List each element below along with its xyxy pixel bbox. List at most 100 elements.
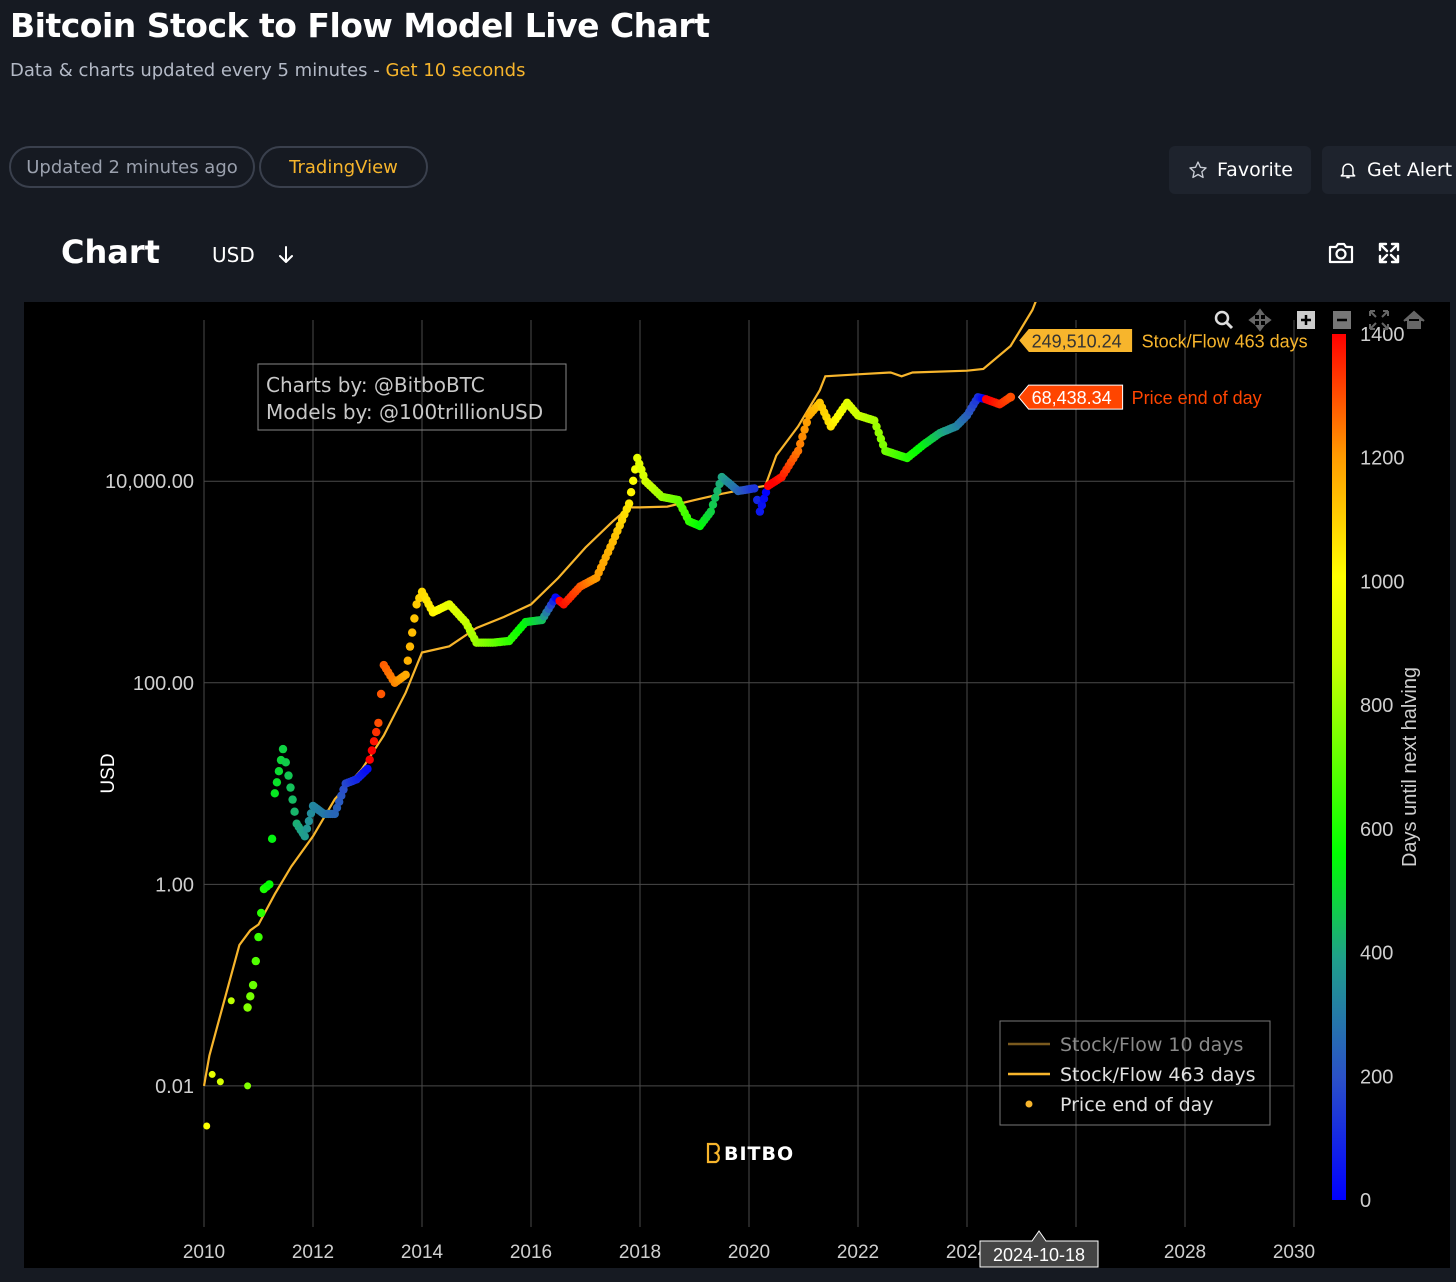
tradingview-button[interactable]: TradingView: [259, 146, 428, 188]
zoom-icon[interactable]: [1214, 310, 1234, 330]
price-marker: [365, 755, 374, 764]
favorite-label: Favorite: [1217, 159, 1293, 181]
stock-to-flow-chart[interactable]: 2010201220142016201820202022202420262028…: [24, 302, 1450, 1268]
annotations: Charts by: @BitboBTC Models by: @100trill…: [257, 327, 1308, 1268]
zoom-out-icon[interactable]: [1333, 311, 1351, 329]
price-marker: [374, 718, 383, 728]
get-alert-button[interactable]: Get Alert: [1322, 146, 1456, 194]
credits-border: [257, 363, 567, 431]
price-marker: [412, 600, 421, 609]
colorbar-tick-label: 400: [1360, 943, 1393, 965]
price-marker: [624, 499, 634, 508]
price-marker: [713, 486, 722, 496]
price-marker: [759, 494, 769, 503]
price-marker: [208, 1070, 216, 1078]
legend-label: Price end of day: [1060, 1094, 1214, 1116]
price-marker: [302, 824, 312, 833]
colorbar-tick-label: 1000: [1360, 571, 1405, 593]
currency-value: USD: [212, 243, 255, 267]
price-marker: [278, 744, 288, 754]
price-marker: [272, 778, 282, 787]
chart-heading: Chart: [61, 233, 160, 271]
colorbar-tick-label: 200: [1360, 1066, 1393, 1088]
price-marker: [800, 425, 809, 434]
fullscreen-icon[interactable]: [1376, 240, 1402, 266]
price-marker: [761, 488, 771, 497]
price-series: [203, 392, 1016, 1130]
price-marker: [802, 418, 811, 427]
price-marker: [796, 439, 805, 448]
pan-arrows: [1248, 308, 1272, 332]
price-hover-value: 68,438.34: [1032, 388, 1112, 408]
x-tick-label: 2030: [1273, 1242, 1315, 1263]
x-tick-label: 2028: [1164, 1242, 1206, 1263]
price-marker: [401, 670, 410, 679]
price-marker: [251, 956, 260, 966]
price-marker: [270, 789, 279, 798]
colorbar-title: Days until next halving: [1399, 667, 1421, 867]
colorbar-tick-label: 0: [1360, 1190, 1371, 1212]
bitbo-logo-icon: [706, 1142, 720, 1164]
price-marker: [243, 1003, 252, 1012]
bitbo-logo: BITBO: [706, 1142, 793, 1165]
price-marker: [711, 493, 720, 502]
x-tick-label: 2020: [728, 1242, 770, 1263]
price-marker: [257, 908, 266, 918]
autoscale-icon[interactable]: [1369, 310, 1389, 330]
plot-modebar[interactable]: [1214, 308, 1425, 332]
price-marker: [286, 783, 295, 792]
grid-lines: [203, 320, 1295, 1227]
y-tick-label: 1.00: [155, 874, 194, 896]
x-tick-label: 2014: [401, 1242, 444, 1263]
y-tick-label: 10,000.00: [105, 471, 194, 493]
y-tick-label: 0.01: [155, 1076, 194, 1098]
price-marker: [706, 507, 715, 516]
colorbar-gradient: [1332, 334, 1346, 1200]
chart-plot-area[interactable]: 2010201220142016201820202022202420262028…: [24, 302, 1450, 1268]
price-marker: [244, 1082, 252, 1090]
zoom-lens: [1214, 310, 1230, 326]
price-marker: [793, 446, 803, 456]
legend-border: [999, 1020, 1271, 1126]
credits-box: Charts by: @BitboBTC Models by: @100trill…: [257, 363, 567, 431]
zoom-in-plus: [1301, 315, 1311, 325]
colorbar: 0 200 400 600 800 1000 1200 1400 Days until next…: [1332, 324, 1421, 1212]
zoom-in-icon[interactable]: [1297, 311, 1315, 329]
camera-icon[interactable]: [1327, 240, 1355, 266]
credits-line: Models by: @100trillionUSD: [266, 400, 543, 424]
price-marker: [629, 476, 638, 485]
home-shape: [1403, 310, 1425, 329]
legend-label: Stock/Flow 463 days: [1060, 1064, 1256, 1086]
zoom-handle: [1224, 320, 1234, 330]
price-marker: [227, 997, 235, 1005]
y-tick-label: 100.00: [133, 673, 194, 695]
autoscale-arrows: [1369, 310, 1389, 330]
price-hover-box: [1017, 384, 1124, 410]
price-marker: [363, 764, 372, 774]
price-marker: [376, 689, 386, 699]
price-marker: [267, 834, 277, 843]
currency-selector[interactable]: USD: [212, 243, 295, 267]
price-marker: [290, 807, 299, 816]
reset-axes-icon[interactable]: [1403, 310, 1425, 329]
favorite-button[interactable]: Favorite: [1169, 146, 1311, 194]
price-marker: [372, 727, 381, 737]
pan-icon[interactable]: [1248, 308, 1272, 332]
price-marker: [203, 1122, 211, 1130]
price-marker: [1006, 392, 1016, 402]
price-marker: [216, 1078, 224, 1086]
price-marker: [284, 771, 293, 780]
get-10-seconds-link[interactable]: Get 10 seconds: [385, 60, 526, 81]
price-marker: [757, 501, 767, 510]
get-alert-label: Get Alert: [1367, 159, 1453, 181]
legend-label: Stock/Flow 10 days: [1060, 1034, 1243, 1056]
bell-icon: [1338, 160, 1358, 180]
price-marker: [750, 484, 759, 493]
page-title: Bitcoin Stock to Flow Model Live Chart: [10, 6, 710, 45]
colorbar-tick-label: 1200: [1360, 448, 1405, 470]
price-marker: [405, 642, 415, 651]
stock-flow-hover-box: [1017, 327, 1134, 353]
x-tick-label: 2018: [619, 1242, 661, 1263]
price-marker: [265, 880, 274, 889]
page-subtitle: Data & charts updated every 5 minutes - …: [10, 60, 525, 81]
